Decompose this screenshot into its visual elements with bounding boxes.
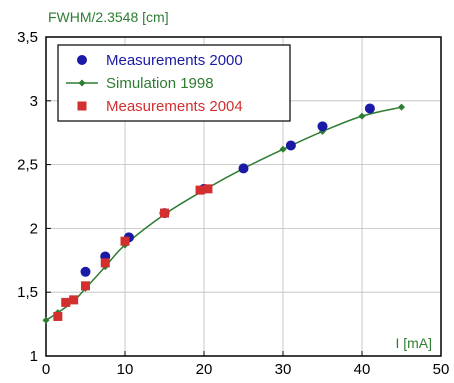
y-tick-label: 2 bbox=[30, 220, 38, 237]
data-point bbox=[69, 295, 79, 305]
data-point bbox=[319, 127, 326, 135]
x-tick-label: 30 bbox=[275, 361, 292, 378]
data-point bbox=[364, 103, 375, 114]
y-tick-label: 3 bbox=[30, 93, 38, 110]
data-point bbox=[42, 316, 50, 324]
legend-marker bbox=[78, 79, 86, 87]
series-measurements-2004 bbox=[53, 184, 213, 321]
series-line bbox=[45, 106, 402, 321]
data-point bbox=[100, 258, 110, 268]
axis-ticks: 0 10 20 30 40 50 1 1,5 2 2,5 3 3,5 bbox=[17, 29, 449, 378]
legend-item: Simulation 1998 bbox=[66, 75, 214, 92]
legend: Measurements 2000 Simulation 1998 Measurem… bbox=[57, 44, 291, 122]
legend-item: Measurements 2000 bbox=[77, 52, 243, 69]
data-point bbox=[203, 184, 213, 194]
plot-frame bbox=[45, 36, 442, 357]
data-point bbox=[285, 140, 296, 151]
legend-marker bbox=[77, 101, 87, 111]
y-tick-label: 3,5 bbox=[17, 29, 38, 46]
series-layer bbox=[42, 103, 405, 324]
legend-label: Measurements 2004 bbox=[106, 98, 243, 115]
legend-item: Measurements 2004 bbox=[77, 98, 243, 115]
x-tick-label: 50 bbox=[433, 361, 450, 378]
x-tick-label: 20 bbox=[196, 361, 213, 378]
x-tick-label: 10 bbox=[117, 361, 134, 378]
data-point bbox=[160, 208, 169, 218]
y-tick-label: 1,5 bbox=[17, 284, 38, 301]
legend-marker bbox=[77, 55, 87, 65]
legend-label: Simulation 1998 bbox=[106, 75, 214, 92]
data-point bbox=[61, 297, 71, 307]
data-point bbox=[238, 163, 249, 174]
data-point bbox=[358, 112, 366, 120]
series-simulation-1998 bbox=[42, 103, 405, 324]
y-tick-label: 1 bbox=[30, 348, 38, 365]
data-point bbox=[81, 281, 90, 291]
x-tick-label: 0 bbox=[42, 361, 50, 378]
data-point bbox=[317, 121, 328, 132]
x-tick-label: 40 bbox=[354, 361, 371, 378]
data-point bbox=[195, 185, 205, 195]
data-point bbox=[279, 145, 287, 153]
data-point bbox=[120, 236, 130, 246]
data-point bbox=[398, 103, 405, 111]
y-tick-label: 2,5 bbox=[17, 157, 38, 174]
y-axis-title: FWHM/2.3548 [cm] bbox=[48, 9, 169, 25]
legend-label: Measurements 2000 bbox=[106, 52, 243, 69]
data-point bbox=[80, 266, 91, 277]
x-axis-title: I [mA] bbox=[395, 335, 432, 351]
data-point bbox=[53, 311, 63, 321]
